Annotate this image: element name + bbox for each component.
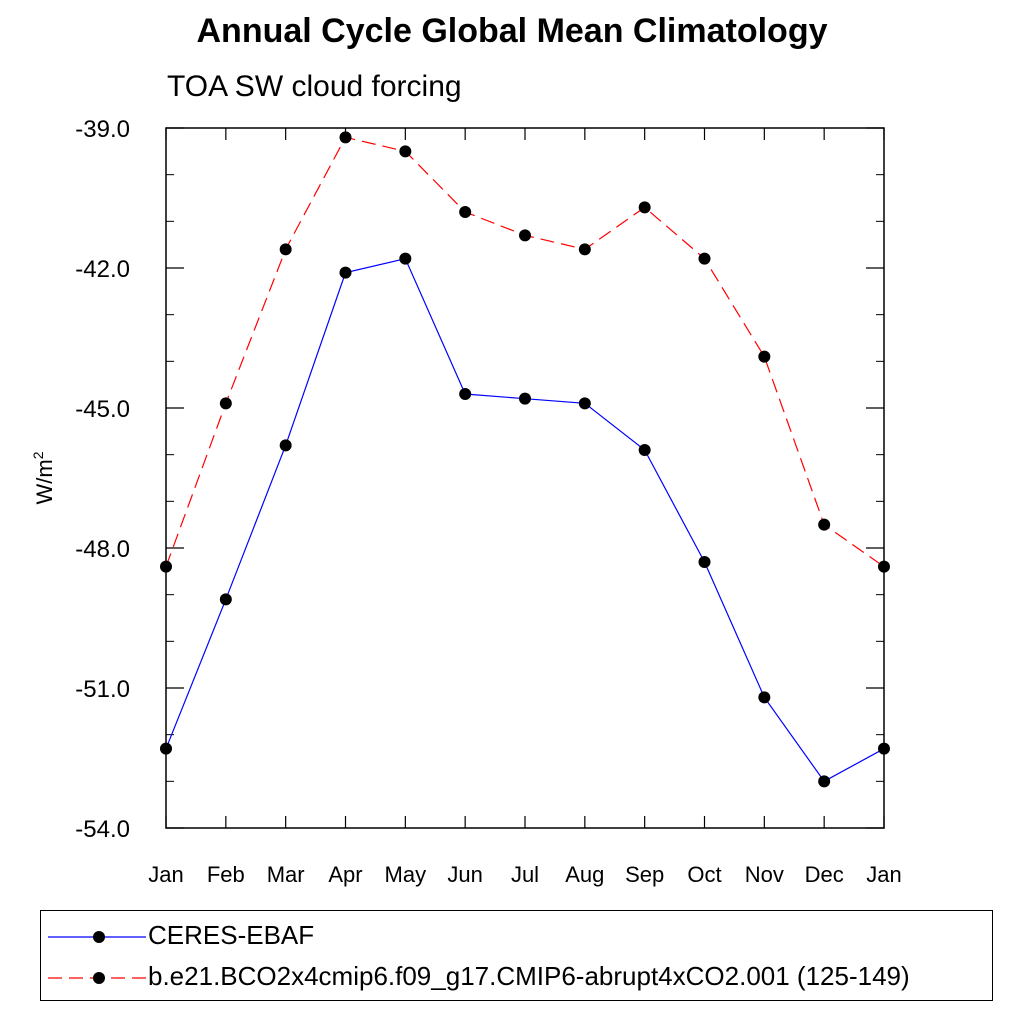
x-tick-label: Aug <box>565 862 604 887</box>
x-tick-label: Mar <box>267 862 305 887</box>
legend-label-ceres: CERES-EBAF <box>148 920 315 950</box>
y-tick-label: -45.0 <box>75 396 130 423</box>
data-point-1 <box>399 145 412 158</box>
data-point-1 <box>878 560 890 573</box>
data-point-0 <box>219 593 232 606</box>
y-axis-label: W/m2 <box>30 451 57 504</box>
axis-ticks <box>165 127 885 829</box>
x-tick-label: Jul <box>511 862 539 887</box>
x-tick-label: Jun <box>447 862 482 887</box>
data-point-1 <box>519 229 531 242</box>
data-point-0 <box>279 439 292 452</box>
x-tick-label: Jan <box>148 862 183 887</box>
legend-item-model: b.e21.BCO2x4cmip6.f09_g17.CMIP6-abrupt4x… <box>41 956 992 996</box>
legend-sample-model <box>48 972 146 984</box>
y-tick-label: -51.0 <box>75 676 130 703</box>
x-tick-label: Apr <box>328 862 362 887</box>
series-line-1 <box>165 136 885 568</box>
legend-label-model: b.e21.BCO2x4cmip6.f09_g17.CMIP6-abrupt4x… <box>148 961 910 991</box>
data-point-0 <box>399 252 412 265</box>
x-tick-label: Dec <box>805 862 844 887</box>
chart-legend: CERES-EBAF b.e21.BCO2x4cmip6.f09_g17.CMI… <box>40 910 993 1001</box>
data-point-1 <box>160 560 172 573</box>
data-point-0 <box>160 742 172 755</box>
data-point-0 <box>638 444 651 456</box>
x-tick-label: Nov <box>745 862 784 887</box>
data-point-1 <box>219 397 232 410</box>
data-point-0 <box>878 742 890 755</box>
x-tick-label: Feb <box>207 862 245 887</box>
y-tick-label: -39.0 <box>75 116 130 143</box>
y-tick-label: -54.0 <box>75 816 130 843</box>
y-tick-label: -48.0 <box>75 536 130 563</box>
data-point-0 <box>339 266 352 279</box>
series-markers <box>160 131 890 788</box>
chart-subtitle: TOA SW cloud forcing <box>167 70 462 103</box>
data-point-1 <box>818 518 831 531</box>
data-point-0 <box>578 397 591 410</box>
data-point-0 <box>818 775 831 788</box>
data-point-1 <box>698 252 711 265</box>
data-point-1 <box>758 350 771 363</box>
data-point-0 <box>758 691 771 704</box>
x-tick-label: Jan <box>866 862 901 887</box>
data-point-0 <box>459 388 472 400</box>
data-point-1 <box>279 243 292 256</box>
x-tick-label: Sep <box>625 862 664 887</box>
data-point-1 <box>638 201 651 214</box>
x-tick-label: May <box>385 862 427 887</box>
y-tick-label: -42.0 <box>75 256 130 283</box>
data-point-1 <box>578 243 591 256</box>
chart-title: Annual Cycle Global Mean Climatology <box>196 12 828 50</box>
data-point-0 <box>519 392 531 405</box>
legend-sample-ceres <box>48 931 146 943</box>
legend-item-ceres: CERES-EBAF <box>41 915 992 955</box>
chart-plot: Jan Feb Mar Apr May Jun Jul Aug Sep Oct Nov Dec Jan-… <box>30 116 902 887</box>
data-point-1 <box>339 131 352 144</box>
series-line-0 <box>165 257 885 783</box>
data-point-0 <box>698 556 711 568</box>
x-tick-label: Oct <box>687 862 721 887</box>
axis-tick-labels: Jan Feb Mar Apr May Jun Jul Aug Sep Oct Nov Dec Jan-… <box>75 116 901 887</box>
data-point-1 <box>459 206 472 218</box>
